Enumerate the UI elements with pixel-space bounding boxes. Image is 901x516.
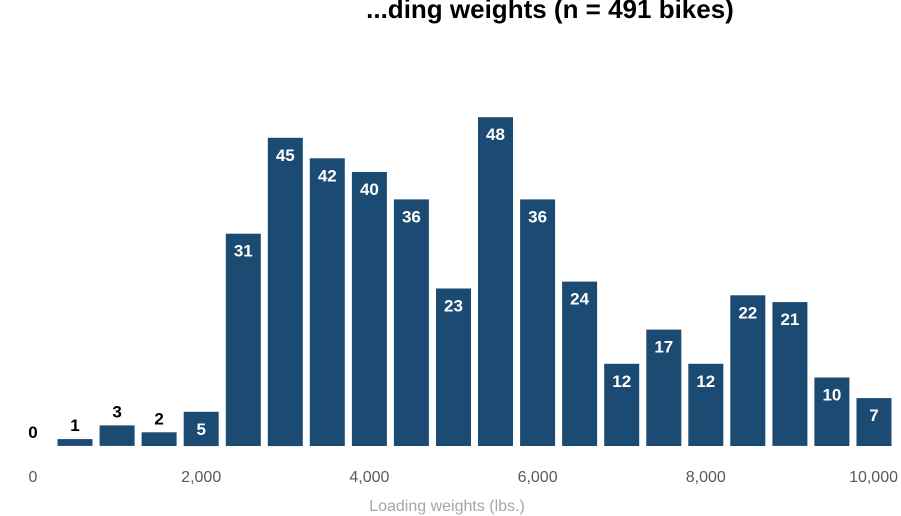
bar-value-label: 1 (70, 416, 79, 435)
histogram-bar (309, 158, 345, 447)
bar-value-label: 5 (196, 420, 205, 439)
bar-value-label: 40 (360, 180, 379, 199)
histogram-bar (730, 295, 766, 446)
histogram-bar (393, 199, 429, 446)
bar-value-label: 17 (654, 338, 673, 357)
bar-labels-group: 0 1 3 2 5 31 45 42 40 36 23 48 36 24 12 17 12 22 21 10 7 (28, 125, 878, 442)
bar-value-label: 21 (780, 310, 799, 329)
bar-value-label: 0 (28, 423, 37, 442)
bar-value-label: 24 (570, 290, 589, 309)
histogram-bar (225, 233, 261, 446)
histogram-bar (688, 363, 724, 446)
bar-value-label: 12 (612, 372, 631, 391)
x-tick-label: 10,000 (849, 469, 898, 486)
bar-value-label: 48 (486, 125, 505, 144)
bar-value-label: 3 (112, 402, 121, 421)
bar-value-label: 23 (444, 297, 463, 316)
bar-value-label: 45 (276, 146, 295, 165)
bar-value-label: 42 (318, 166, 337, 185)
x-tick-label: 6,000 (518, 469, 558, 486)
histogram-bar (646, 329, 682, 446)
bar-value-label: 12 (696, 372, 715, 391)
histogram-bar (562, 281, 598, 446)
histogram-bar (772, 302, 808, 446)
histogram-bar (604, 363, 640, 446)
bar-value-label: 36 (402, 207, 421, 226)
bars-group (57, 117, 892, 447)
x-axis-ticks: 0 2,000 4,000 6,000 8,000 10,000 (29, 469, 899, 486)
chart-title: ...ding weights (n = 491 bikes) (366, 0, 734, 24)
bar-value-label: 22 (738, 303, 757, 322)
histogram-bar (99, 425, 135, 446)
x-tick-label: 4,000 (349, 469, 389, 486)
x-tick-label: 2,000 (181, 469, 221, 486)
histogram-bar (267, 137, 303, 447)
histogram-bar (520, 199, 556, 446)
x-tick-label: 0 (29, 469, 38, 486)
histogram-bar (478, 117, 513, 446)
histogram-bar (57, 439, 93, 446)
bar-value-label: 7 (869, 406, 878, 425)
x-tick-label: 8,000 (686, 469, 726, 486)
bar-value-label: 2 (154, 409, 163, 428)
histogram-bar (856, 398, 892, 446)
histogram-bar (351, 172, 387, 446)
bar-value-label: 36 (528, 207, 547, 226)
x-axis-title: Loading weights (lbs.) (369, 498, 525, 515)
histogram-bar (436, 288, 471, 446)
histogram-bar (183, 411, 219, 447)
histogram-bar (141, 432, 177, 446)
bar-value-label: 31 (234, 242, 253, 261)
bar-value-label: 10 (822, 386, 841, 405)
histogram-bar (814, 377, 850, 446)
